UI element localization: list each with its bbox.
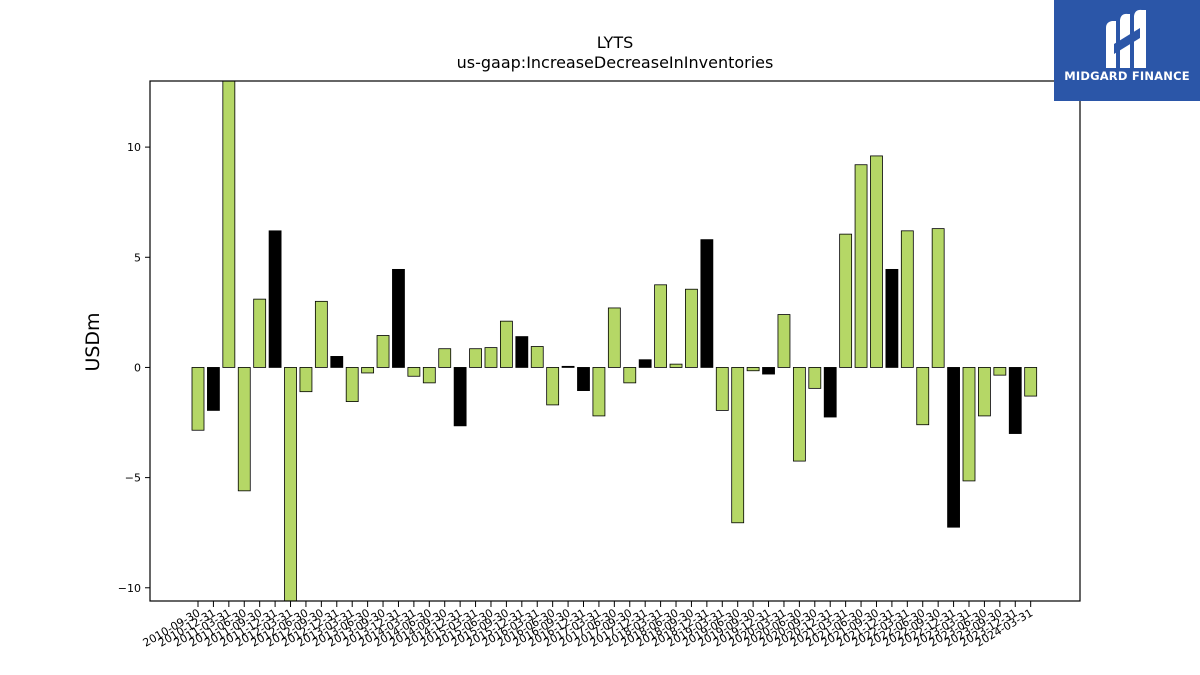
bar-2021-12-31 <box>885 268 899 368</box>
y-tick-label: −5 <box>125 472 141 485</box>
x-axis-ticks: 2010-09-302010-12-312011-03-312011-06-30… <box>141 601 1035 650</box>
bar-2017-09-30 <box>623 367 637 384</box>
bar-2024-03-31 <box>1024 367 1038 397</box>
bar-2019-09-30 <box>746 367 760 372</box>
bar-2023-12-31 <box>1008 367 1022 434</box>
bar-2020-12-31 <box>823 367 837 418</box>
bar-2016-12-31 <box>577 367 590 391</box>
bar-2023-09-30 <box>993 367 1007 376</box>
plot-frame <box>149 80 1081 602</box>
bar-2013-12-31 <box>392 268 405 368</box>
bar-2013-03-31 <box>345 367 359 402</box>
bar-2021-03-31 <box>839 233 853 368</box>
bar-2018-09-30 <box>685 288 698 368</box>
bar-2011-12-31 <box>268 230 282 368</box>
bar-2022-06-30 <box>916 367 930 426</box>
bar-2011-03-31 <box>222 80 236 368</box>
bar-2020-06-30 <box>792 367 806 462</box>
bar-2012-12-31 <box>330 356 344 368</box>
y-axis-label: USDm <box>82 312 104 371</box>
midgard-finance-logo-icon <box>1106 9 1146 68</box>
bar-2022-12-31 <box>947 367 960 528</box>
bar-2014-06-30 <box>422 367 436 384</box>
bar-2019-03-31 <box>715 367 729 411</box>
bar-2015-12-31 <box>515 336 529 368</box>
bar-2010-12-31 <box>207 367 220 411</box>
bar-2021-09-30 <box>870 155 883 368</box>
bar-2010-09-30 <box>191 367 205 431</box>
bar-2017-03-31 <box>592 367 606 417</box>
bar-2023-03-31 <box>962 367 976 482</box>
bar-2022-09-30 <box>931 228 945 368</box>
bar-2011-09-30 <box>253 298 267 368</box>
chart-subtitle: us-gaap:IncreaseDecreaseInInventories <box>457 53 774 72</box>
bar-2016-06-30 <box>546 367 560 406</box>
bar-2012-09-30 <box>314 300 328 368</box>
bar-2016-09-30 <box>561 365 575 368</box>
bar-2017-12-31 <box>638 359 652 368</box>
bar-2014-03-31 <box>407 367 421 377</box>
bar-2014-09-30 <box>438 348 452 368</box>
y-tick-label: −10 <box>118 582 141 595</box>
bar-2020-09-30 <box>808 367 822 389</box>
y-tick-label: 10 <box>127 141 141 154</box>
bar-2019-06-30 <box>731 367 745 524</box>
bar-2012-03-31 <box>284 367 297 602</box>
bar-2023-06-30 <box>978 367 991 417</box>
bar-2013-09-30 <box>376 335 390 368</box>
bars-group <box>191 80 1038 602</box>
bar-2014-12-31 <box>453 367 467 427</box>
bar-2018-03-31 <box>654 284 667 368</box>
logo-text: MIDGARD FINANCE <box>1064 69 1190 83</box>
chart-title: LYTS <box>597 33 634 52</box>
bar-2013-06-30 <box>361 367 375 374</box>
y-tick-label: 0 <box>134 361 141 374</box>
bar-2019-12-31 <box>762 367 775 375</box>
y-tick-label: 5 <box>134 251 141 264</box>
bar-2017-06-30 <box>607 307 621 368</box>
bar-2016-03-31 <box>530 346 544 368</box>
bar-2015-09-30 <box>499 320 513 368</box>
bar-2011-06-30 <box>237 367 251 492</box>
bar-2018-12-31 <box>700 239 714 368</box>
brand-logo: MIDGARD FINANCE <box>1054 0 1200 101</box>
bar-2015-06-30 <box>484 347 498 368</box>
bar-2020-03-31 <box>777 314 791 368</box>
bar-2021-06-30 <box>854 164 868 368</box>
bar-2018-06-30 <box>669 363 683 368</box>
y-axis-ticks: −10 −5 0 5 10 <box>118 141 150 595</box>
bar-2022-03-31 <box>900 230 914 368</box>
bar-2015-03-31 <box>469 348 482 368</box>
bar-2012-06-30 <box>299 367 313 393</box>
